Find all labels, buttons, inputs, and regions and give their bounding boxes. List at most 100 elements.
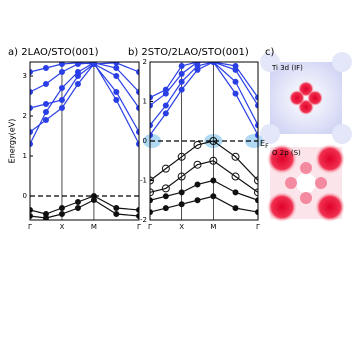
x-tick-label: Γ <box>137 223 141 231</box>
band-point <box>232 78 239 85</box>
band-point <box>177 172 186 181</box>
band-line <box>150 140 258 181</box>
band-point <box>30 69 33 75</box>
band-point <box>232 62 239 69</box>
band-point <box>232 90 239 97</box>
band-point <box>136 213 139 219</box>
band-point <box>74 62 81 66</box>
chart-title: b) 2STO/2LAO/STO(001) <box>128 47 249 58</box>
band-point <box>210 193 217 200</box>
band-point <box>58 85 65 91</box>
band-point <box>74 73 81 79</box>
band-point <box>30 207 33 213</box>
band-point <box>178 62 185 69</box>
y-axis-label: Energy(eV) <box>8 119 17 164</box>
axes-frame <box>149 61 259 221</box>
band-point <box>150 94 153 101</box>
image-label: O 2p (S) <box>272 149 301 157</box>
band-point <box>42 65 49 71</box>
y-tick-label: 3 <box>23 72 27 80</box>
band-point <box>232 189 239 196</box>
band-point <box>193 160 202 169</box>
y-tick-label: 0 <box>23 192 27 200</box>
band-point <box>113 89 120 95</box>
band-point <box>74 81 81 87</box>
band-point <box>162 193 169 200</box>
band-point <box>161 164 170 173</box>
band-point <box>30 129 33 135</box>
panel-label: c) <box>265 47 274 58</box>
band-point <box>194 197 201 204</box>
band-point <box>58 69 65 75</box>
band-point <box>42 81 49 87</box>
axes-frame <box>29 61 140 221</box>
band-point <box>136 141 139 147</box>
band-point <box>136 129 139 135</box>
plot-area <box>30 62 139 220</box>
band-point <box>178 70 185 77</box>
band-point <box>210 177 217 184</box>
band-point <box>193 140 202 149</box>
x-tick-label: X <box>179 223 184 231</box>
band-point <box>178 78 185 85</box>
band-point <box>162 102 169 109</box>
band-point <box>113 211 120 217</box>
y-tick-label: 2 <box>23 112 27 120</box>
fermi-label-sub: F <box>265 143 269 150</box>
band-point <box>162 205 169 212</box>
y-tick-label: 2 <box>143 58 147 66</box>
band-point <box>255 94 258 101</box>
band-point <box>113 65 120 71</box>
band-point <box>58 62 65 67</box>
band-line <box>150 160 258 193</box>
band-line <box>150 62 258 136</box>
band-point <box>178 201 185 208</box>
band-point <box>90 62 97 67</box>
band-point <box>255 132 258 139</box>
band-point <box>42 109 49 115</box>
band-point <box>178 86 185 93</box>
band-point <box>255 209 258 216</box>
band-point <box>177 152 186 161</box>
panel: b) 2STO/2LAO/STO(001) EF -2 -1 0 1 2 Γ X M Γ <box>128 47 269 231</box>
band-point <box>30 89 33 95</box>
band-line <box>150 62 258 106</box>
x-tick-label: Γ <box>148 223 152 231</box>
y-tick-label: 0 <box>143 137 147 145</box>
y-tick-label: -1 <box>140 177 147 185</box>
band-point <box>136 69 139 75</box>
band-point <box>150 102 153 109</box>
band-point <box>42 117 49 123</box>
x-tick-label: M <box>210 223 216 231</box>
band-point <box>255 102 258 109</box>
band-point <box>162 86 169 93</box>
panel: a) 2LAO/STO(001) Energy(eV) 0 1 2 3 Γ X M Γ <box>8 47 142 231</box>
fermi-label-main: E <box>260 139 265 148</box>
band-point <box>161 184 170 193</box>
image-ti3d <box>260 52 352 144</box>
band-point <box>113 73 120 79</box>
band-point <box>74 199 81 205</box>
band-point <box>58 211 65 217</box>
band-point <box>194 62 201 65</box>
band-point <box>232 205 239 212</box>
y-tick-label: 1 <box>143 98 147 106</box>
band-point <box>150 132 153 139</box>
band-point <box>255 197 258 204</box>
band-point <box>113 205 120 211</box>
band-point <box>150 197 153 204</box>
band-point <box>30 141 33 147</box>
plot-area <box>150 62 258 216</box>
band-point <box>162 110 169 117</box>
chart-title: a) 2LAO/STO(001) <box>8 47 99 58</box>
band-point <box>30 105 33 111</box>
fermi-label: EF <box>260 139 269 150</box>
band-point <box>255 122 258 129</box>
x-tick-label: X <box>60 223 65 231</box>
y-tick-label: -2 <box>140 216 147 224</box>
band-point <box>178 189 185 196</box>
band-point <box>136 207 139 213</box>
image-o2p <box>267 144 345 222</box>
band-point <box>113 97 120 103</box>
